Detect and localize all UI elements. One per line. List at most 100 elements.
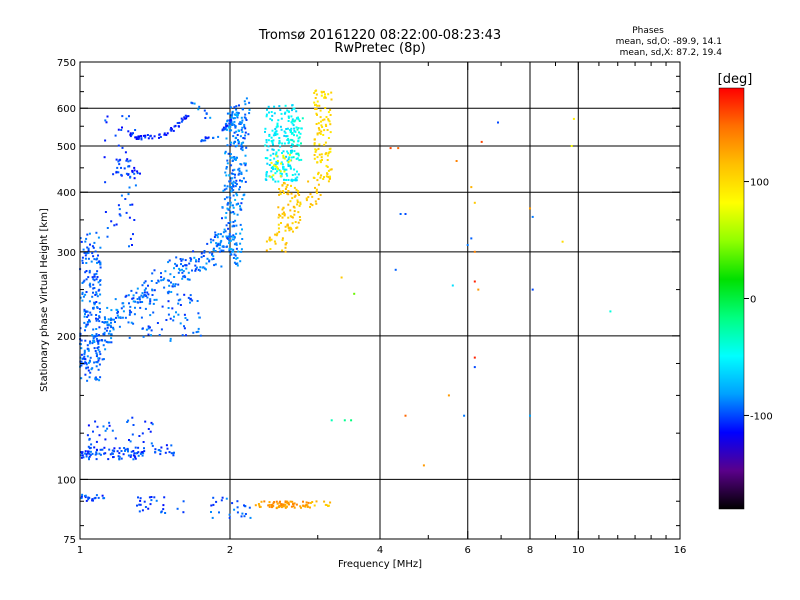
echo-point	[276, 124, 279, 127]
echo-point	[130, 311, 133, 314]
echo-point	[223, 188, 226, 191]
echo-point	[275, 126, 278, 129]
echo-point	[80, 454, 83, 457]
echo-point	[283, 170, 286, 173]
echo-point	[224, 150, 227, 153]
echo-point	[92, 287, 95, 290]
echo-point	[268, 164, 271, 166]
echo-point	[227, 222, 230, 224]
echo-point	[206, 257, 209, 260]
echo-point	[107, 341, 109, 344]
echo-point	[95, 314, 98, 316]
echo-point	[279, 505, 281, 508]
echo-point	[182, 270, 185, 273]
echo-point	[139, 452, 142, 455]
echo-point	[95, 458, 98, 461]
echo-point	[312, 176, 315, 179]
echo-point	[276, 133, 279, 136]
echo-point	[270, 136, 273, 139]
echo-point	[233, 236, 236, 239]
echo-point	[178, 121, 181, 124]
echo-point	[85, 367, 88, 370]
echo-point	[330, 419, 333, 422]
echo-point	[103, 156, 106, 159]
echo-point	[211, 516, 214, 519]
echo-point	[266, 162, 269, 165]
echo-point	[271, 114, 274, 117]
echo-point	[317, 198, 320, 200]
echo-point	[85, 262, 88, 264]
y-tick-label: 600	[57, 104, 76, 115]
echo-point	[235, 111, 238, 114]
echo-point	[95, 319, 98, 322]
echo-point	[278, 193, 281, 196]
echo-point	[221, 206, 224, 209]
echo-point	[298, 216, 301, 218]
echo-point	[155, 298, 158, 301]
echo-point	[286, 135, 289, 138]
echo-point	[327, 180, 330, 183]
echo-point	[266, 157, 269, 160]
echo-point	[236, 257, 239, 259]
echo-point	[157, 449, 160, 452]
echo-point	[151, 444, 154, 447]
echo-point	[230, 235, 233, 238]
echo-point	[231, 225, 234, 228]
echo-point	[189, 294, 192, 297]
echo-point	[267, 139, 270, 142]
echo-point	[241, 126, 244, 129]
x-tick-label: 1	[77, 545, 83, 556]
echo-point	[99, 261, 102, 264]
echo-point	[295, 227, 298, 229]
echo-point	[317, 173, 319, 176]
echo-point	[301, 117, 304, 120]
echo-point	[128, 165, 131, 168]
echo-point	[274, 242, 277, 245]
echo-point	[282, 150, 285, 153]
echo-point	[170, 291, 173, 293]
echo-point	[328, 177, 331, 180]
echo-point	[90, 260, 93, 263]
echo-point	[186, 318, 189, 321]
echo-point	[231, 238, 234, 241]
echo-point	[293, 506, 296, 509]
echo-point	[118, 457, 121, 460]
echo-point	[101, 358, 104, 361]
echo-point	[213, 264, 216, 267]
echo-point	[473, 280, 476, 283]
echo-point	[89, 285, 92, 288]
echo-point	[244, 117, 247, 120]
echo-point	[139, 172, 141, 175]
echo-point	[195, 266, 198, 269]
echo-point	[120, 194, 123, 197]
echo-point	[150, 329, 153, 332]
echo-point	[211, 252, 214, 255]
echo-point	[324, 141, 327, 144]
echo-point	[299, 201, 302, 204]
echo-point	[274, 168, 277, 170]
echo-point	[279, 175, 282, 178]
echo-point	[97, 348, 100, 351]
echo-point	[143, 450, 146, 453]
echo-point	[223, 184, 226, 187]
echo-point	[149, 135, 152, 138]
echo-point	[212, 247, 215, 250]
echo-point	[214, 250, 217, 252]
echo-point	[290, 184, 292, 187]
echo-point	[130, 454, 133, 457]
echo-point	[141, 296, 144, 299]
echo-point	[243, 123, 246, 126]
echo-point	[306, 505, 309, 508]
echo-point	[287, 115, 290, 118]
echo-point	[165, 444, 168, 447]
echo-point	[174, 262, 177, 265]
echo-point	[199, 266, 202, 269]
echo-point	[159, 450, 162, 453]
echo-point	[248, 101, 251, 104]
echo-point	[238, 167, 241, 170]
echo-point	[265, 115, 268, 118]
echo-point	[329, 150, 332, 153]
echo-point	[298, 131, 300, 134]
echo-point	[287, 158, 290, 161]
colorbar-label: [deg]	[718, 72, 753, 87]
